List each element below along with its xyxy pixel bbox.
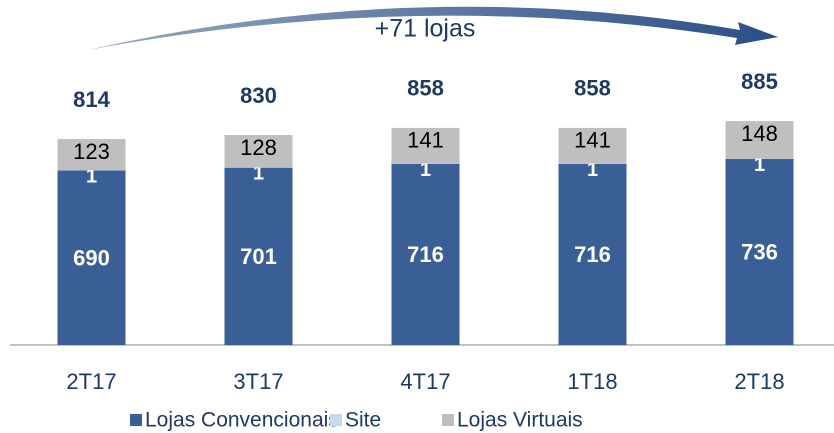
total-label: 830 [240, 83, 277, 108]
legend-label: Lojas Convencionais [145, 409, 339, 432]
value-label: 141 [574, 128, 611, 153]
value-label: 1 [86, 165, 97, 187]
bar-segment [558, 163, 627, 345]
total-label: 858 [574, 76, 611, 101]
value-label: 701 [240, 244, 277, 269]
annotation: +71 lojas [375, 15, 476, 43]
legend-label: Site [345, 409, 381, 432]
legend-swatch [442, 414, 454, 426]
bar-segment [725, 158, 794, 345]
x-tick-label: 4T17 [400, 369, 450, 394]
value-label: 1 [754, 154, 765, 176]
value-label: 1 [420, 159, 431, 181]
legend-label: Lojas Virtuais [457, 409, 583, 432]
value-label: 128 [240, 135, 277, 160]
growth-arrow [88, 6, 778, 50]
value-label: 736 [741, 240, 778, 265]
total-label: 814 [73, 87, 110, 112]
bar-segment [725, 121, 794, 159]
bar-segment [391, 163, 460, 345]
value-label: 716 [574, 242, 611, 267]
bar-segment [224, 167, 293, 345]
x-tick-label: 2T18 [734, 369, 784, 394]
x-tick-label: 3T17 [233, 369, 283, 394]
legend-swatch [330, 414, 342, 426]
bar-segment [57, 170, 126, 345]
bar-segment [558, 127, 627, 164]
value-label: 716 [407, 242, 444, 267]
total-label: 858 [407, 76, 444, 101]
value-label: 141 [407, 128, 444, 153]
total-label: 885 [741, 69, 778, 94]
legend-swatch [130, 414, 142, 426]
x-tick-label: 2T17 [66, 369, 116, 394]
value-label: 123 [73, 139, 110, 164]
value-label: 690 [73, 246, 110, 271]
bar-segment [224, 135, 293, 168]
value-label: 148 [741, 121, 778, 146]
value-label: 1 [587, 159, 598, 181]
bar-segment [391, 127, 460, 164]
bar-segment [57, 139, 126, 171]
value-label: 1 [253, 163, 264, 185]
x-tick-label: 1T18 [567, 369, 617, 394]
